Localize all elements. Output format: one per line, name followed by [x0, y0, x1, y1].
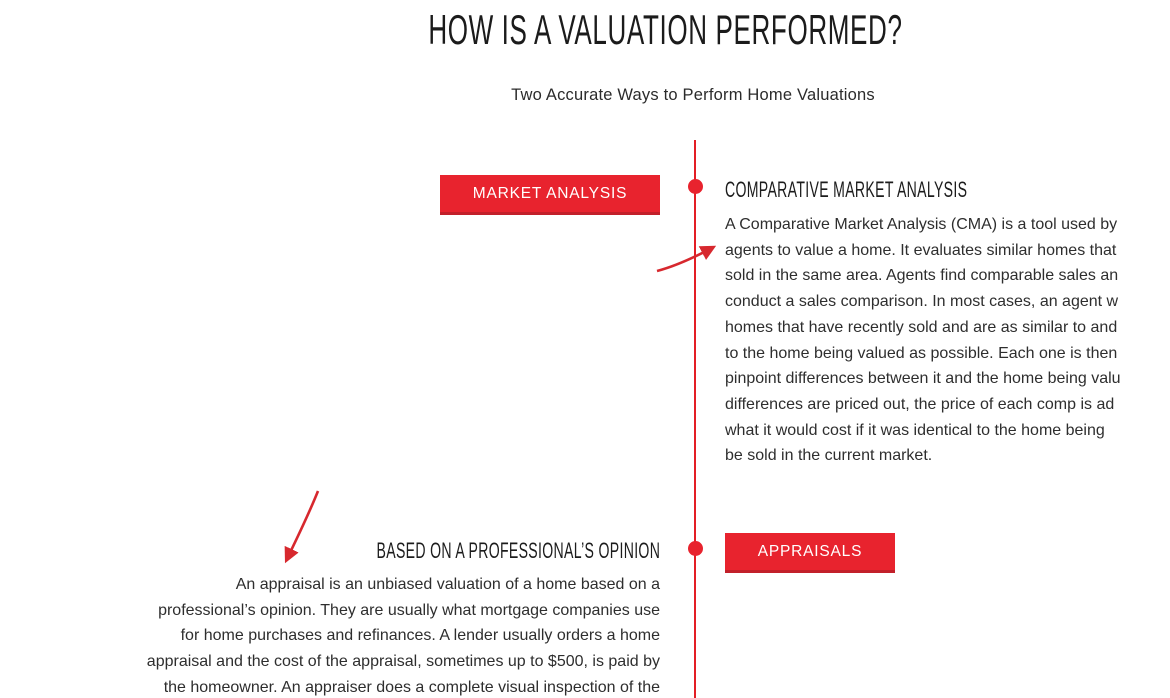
paragraph-line: conduct a sales comparison. In most case…	[725, 293, 1119, 311]
paragraph-line: differences are priced out, the price of…	[725, 395, 1115, 413]
page-title: HOW IS A VALUATION PERFORMED?	[427, 6, 903, 53]
paragraph-line: homes that have recently sold and are as…	[725, 318, 1118, 336]
appraisals-heading: BASED ON A PROFESSIONAL’S OPINION	[376, 538, 660, 563]
paragraph-line: for home purchases and refinances. A len…	[180, 627, 660, 645]
appraisals-button-label: APPRAISALS	[757, 542, 863, 560]
arrow-icon-to-cma-text	[656, 245, 717, 273]
page-subtitle-wrap: Two Accurate Ways to Perform Home Valuat…	[0, 86, 1170, 105]
appraisals-button[interactable]: APPRAISALS	[725, 533, 895, 573]
timeline-dot-appraisals	[688, 541, 703, 556]
market-analysis-button[interactable]: MARKET ANALYSIS	[440, 175, 660, 215]
paragraph-line: the homeowner. An appraiser does a compl…	[163, 678, 660, 696]
page-title-wrap: HOW IS A VALUATION PERFORMED?	[0, 6, 1170, 54]
paragraph-line: to the home being valued as possible. Ea…	[725, 344, 1118, 362]
appraisals-paragraph: An appraisal is an unbiased valuation of…	[0, 572, 660, 698]
paragraph-line: appraisal and the cost of the appraisal,…	[146, 653, 660, 671]
paragraph-line: An appraisal is an unbiased valuation of…	[235, 576, 660, 593]
timeline-line	[694, 140, 696, 698]
paragraph-line: sold in the same area. Agents find compa…	[725, 267, 1119, 285]
cma-heading: COMPARATIVE MARKET ANALYSIS	[725, 177, 968, 202]
paragraph-line: be sold in the current market.	[725, 447, 933, 465]
paragraph-line: A Comparative Market Analysis (CMA) is a…	[725, 216, 1118, 233]
paragraph-line: what it would cost if it was identical t…	[725, 421, 1105, 439]
cma-heading-wrap: COMPARATIVE MARKET ANALYSIS	[725, 177, 1104, 203]
paragraph-line: agents to value a home. It evaluates sim…	[725, 241, 1117, 259]
paragraph-line: pinpoint differences between it and the …	[725, 370, 1121, 388]
paragraph-line: professional’s opinion. They are usually…	[158, 601, 660, 619]
market-analysis-button-label: MARKET ANALYSIS	[472, 184, 628, 202]
cma-paragraph: A Comparative Market Analysis (CMA) is a…	[725, 212, 1121, 469]
page-subtitle: Two Accurate Ways to Perform Home Valuat…	[511, 86, 875, 104]
timeline-dot-market-analysis	[688, 179, 703, 194]
appraisals-heading-wrap: BASED ON A PROFESSIONAL’S OPINION	[0, 538, 660, 564]
